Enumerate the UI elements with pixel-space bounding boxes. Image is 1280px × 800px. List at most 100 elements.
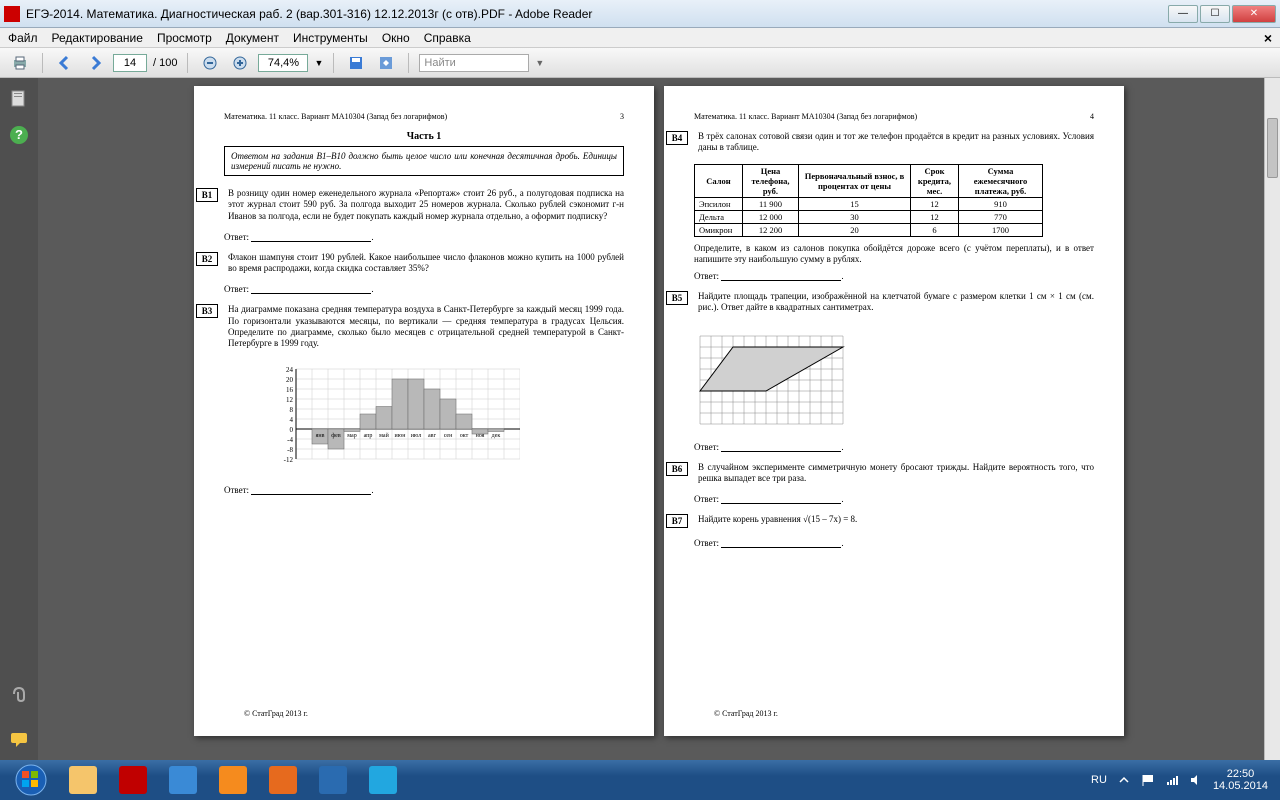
trapezoid-figure <box>694 330 849 430</box>
temperature-chart: 24201612840-4-8-12янвфевмарапрмайиюниюла… <box>274 365 520 473</box>
pdf-icon <box>4 6 20 22</box>
page-number-left: 3 <box>620 112 624 121</box>
task-text-b2: Флакон шампуня стоит 190 рублей. Какое н… <box>228 252 624 275</box>
content-area: ? Математика. 11 класс. Вариант МА10304 … <box>0 78 1280 760</box>
svg-text:авг: авг <box>428 433 436 439</box>
svg-text:янв: янв <box>316 433 325 439</box>
task-text-b7: Найдите корень уравнения √(15 – 7x) = 8. <box>698 514 1094 528</box>
page-total: / 100 <box>153 57 177 69</box>
svg-text:мар: мар <box>347 433 356 439</box>
zoom-in-button[interactable] <box>228 51 252 75</box>
print-button[interactable] <box>8 51 32 75</box>
page-number-right: 4 <box>1090 112 1094 121</box>
maximize-button[interactable]: ☐ <box>1200 5 1230 23</box>
task-text-b4-after: Определите, в каком из салонов покупка о… <box>694 243 1094 266</box>
task-label-b4: B4 <box>666 131 688 145</box>
save-button[interactable] <box>344 51 368 75</box>
svg-text:май: май <box>379 432 389 439</box>
next-page-button[interactable] <box>83 51 107 75</box>
svg-text:?: ? <box>15 127 23 142</box>
svg-text:июл: июл <box>411 433 422 439</box>
answer-label: Ответ: <box>224 284 249 294</box>
svg-text:24: 24 <box>286 366 294 374</box>
svg-text:16: 16 <box>286 386 294 394</box>
task-text-b5: Найдите площадь трапеции, изображённой н… <box>698 291 1094 314</box>
menu-edit[interactable]: Редактирование <box>52 31 143 45</box>
zoom-input[interactable] <box>258 54 308 72</box>
svg-text:0: 0 <box>290 426 294 434</box>
tray-clock[interactable]: 22:50 14.05.2014 <box>1213 768 1268 792</box>
svg-text:4: 4 <box>290 416 294 424</box>
taskbar-app-firefox[interactable] <box>258 762 308 798</box>
answer-label: Ответ: <box>694 271 719 281</box>
svg-text:сен: сен <box>444 433 453 439</box>
task-label-b7: B7 <box>666 514 688 528</box>
menu-window[interactable]: Окно <box>382 31 410 45</box>
flag-icon[interactable] <box>1141 773 1155 787</box>
task-text-b6: В случайном эксперименте симметричную мо… <box>698 462 1094 485</box>
instruction-box: Ответом на задания В1–В10 должно быть це… <box>224 146 624 176</box>
answer-label: Ответ: <box>694 442 719 452</box>
pages-panel-icon[interactable] <box>8 88 30 110</box>
taskbar-app-media[interactable] <box>208 762 258 798</box>
answer-label: Ответ: <box>224 232 249 242</box>
menu-document[interactable]: Документ <box>226 31 279 45</box>
tray-date: 14.05.2014 <box>1213 780 1268 792</box>
vertical-scrollbar[interactable] <box>1264 78 1280 760</box>
help-panel-icon[interactable]: ? <box>8 124 30 146</box>
tray-up-icon[interactable] <box>1117 773 1131 787</box>
close-button[interactable]: ✕ <box>1232 5 1276 23</box>
taskbar-app-reader[interactable] <box>108 762 158 798</box>
minimize-button[interactable]: — <box>1168 5 1198 23</box>
svg-text:12: 12 <box>286 396 294 404</box>
find-input[interactable] <box>419 54 529 72</box>
prev-page-button[interactable] <box>53 51 77 75</box>
answer-label: Ответ: <box>694 538 719 548</box>
tray-lang[interactable]: RU <box>1091 774 1107 786</box>
svg-text:-12: -12 <box>284 456 294 464</box>
page-footer: © СтатГрад 2013 г. <box>244 709 308 718</box>
menu-view[interactable]: Просмотр <box>157 31 212 45</box>
taskbar-app-skype[interactable] <box>358 762 408 798</box>
task-label-b3: B3 <box>196 304 218 318</box>
taskbar-app-ie[interactable] <box>158 762 208 798</box>
svg-text:дек: дек <box>492 433 501 439</box>
network-icon[interactable] <box>1165 773 1179 787</box>
page-footer: © СтатГрад 2013 г. <box>714 709 778 718</box>
task-label-b5: B5 <box>666 291 688 305</box>
task-text-b4: В трёх салонах сотовой связи один и тот … <box>698 131 1094 154</box>
attachments-icon[interactable] <box>8 682 30 704</box>
comments-icon[interactable] <box>8 728 30 750</box>
document-view[interactable]: Математика. 11 класс. Вариант МА10304 (З… <box>38 78 1280 760</box>
taskbar-app-word[interactable] <box>308 762 358 798</box>
window-title: ЕГЭ-2014. Математика. Диагностическая ра… <box>26 7 1168 21</box>
answer-label: Ответ: <box>224 485 249 495</box>
volume-icon[interactable] <box>1189 773 1203 787</box>
taskbar: RU 22:50 14.05.2014 <box>0 760 1280 800</box>
task-text-b1: В розницу один номер еженедельного журна… <box>228 188 624 222</box>
menu-tools[interactable]: Инструменты <box>293 31 368 45</box>
taskbar-app-explorer[interactable] <box>58 762 108 798</box>
svg-text:фев: фев <box>331 432 341 439</box>
page-header-left: Математика. 11 класс. Вариант МА10304 (З… <box>224 112 447 121</box>
svg-text:20: 20 <box>286 376 294 384</box>
page-header-right: Математика. 11 класс. Вариант МА10304 (З… <box>694 112 917 121</box>
start-button[interactable] <box>4 762 58 798</box>
svg-text:ноя: ноя <box>476 433 485 439</box>
side-panel: ? <box>0 78 38 760</box>
task-label-b2: B2 <box>196 252 218 266</box>
scrollbar-thumb[interactable] <box>1267 118 1278 178</box>
page-left: Математика. 11 класс. Вариант МА10304 (З… <box>194 86 654 736</box>
svg-text:июн: июн <box>395 433 407 439</box>
b4-table: СалонЦена телефона, руб.Первоначальный в… <box>694 164 1043 237</box>
menu-file[interactable]: Файл <box>8 31 38 45</box>
page-number-input[interactable] <box>113 54 147 72</box>
document-close-icon[interactable]: × <box>1264 30 1272 46</box>
tool-button[interactable] <box>374 51 398 75</box>
svg-text:8: 8 <box>290 406 294 414</box>
task-label-b6: B6 <box>666 462 688 476</box>
zoom-out-button[interactable] <box>198 51 222 75</box>
window-titlebar: ЕГЭ-2014. Математика. Диагностическая ра… <box>0 0 1280 28</box>
system-tray: RU 22:50 14.05.2014 <box>1091 768 1276 792</box>
menu-help[interactable]: Справка <box>424 31 471 45</box>
